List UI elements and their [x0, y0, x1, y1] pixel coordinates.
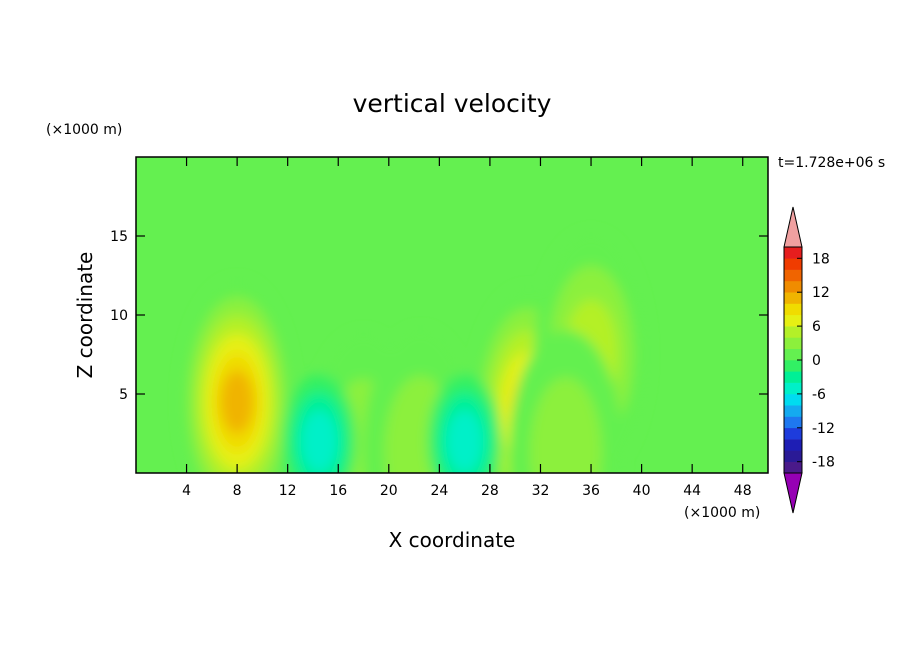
x-axis-label: X coordinate	[389, 528, 516, 552]
contour-field	[136, 157, 768, 473]
colorbar-swatch	[784, 393, 802, 406]
contour-updraft-5-level-1	[529, 377, 602, 473]
x-tick-label: 16	[329, 483, 347, 499]
colorbar-tick-label: 6	[812, 319, 821, 335]
colorbar-swatch	[784, 258, 802, 270]
colorbar-swatch	[784, 371, 802, 383]
x-axis-unit: (×1000 m)	[684, 505, 760, 521]
y-tick-label: 15	[110, 229, 128, 245]
contour-downdraft-6-level-2	[446, 410, 483, 473]
velocity-contours	[180, 232, 649, 473]
colorbar-swatch	[784, 326, 802, 338]
colorbar-swatch	[784, 247, 802, 259]
time-label: t=1.728e+06 s	[778, 155, 885, 171]
y-axis-label: Z coordinate	[73, 252, 97, 379]
colorbar-swatch	[784, 303, 802, 316]
colorbar-swatch	[784, 382, 802, 395]
x-axis-ticks: 4 8 12 16 20 24 28 32 36 40 44 48	[182, 157, 752, 499]
colorbar-swatch	[784, 292, 802, 304]
contour-downdraft-7-level-2	[301, 410, 338, 473]
x-tick-label: 40	[633, 483, 651, 499]
colorbar-tick-label: -18	[812, 455, 835, 471]
colorbar-over-arrow	[783, 206, 803, 248]
contour-updraft-0-level-5	[220, 370, 254, 434]
colorbar-swatch	[784, 280, 802, 293]
colorbar-swatch	[784, 450, 802, 462]
x-tick-label: 4	[182, 483, 191, 499]
colorbar-swatch	[784, 405, 802, 417]
x-tick-label: 24	[430, 483, 448, 499]
colorbar-tick-label: 18	[812, 251, 830, 267]
x-tick-label: 20	[380, 483, 398, 499]
x-tick-label: 12	[279, 483, 297, 499]
y-tick-label: 10	[110, 308, 128, 324]
colorbar-tick-label: 0	[812, 353, 821, 369]
y-tick-label: 5	[119, 387, 128, 403]
x-tick-label: 44	[683, 483, 701, 499]
y-axis-unit: (×1000 m)	[46, 122, 122, 138]
y-axis-ticks: 5 10 15	[110, 229, 768, 403]
x-tick-label: 28	[481, 483, 499, 499]
x-tick-label: 36	[582, 483, 600, 499]
colorbar-swatch	[784, 348, 802, 361]
colorbar-swatch	[784, 439, 802, 451]
colorbar-swatch	[784, 269, 802, 282]
colorbar-swatch	[784, 416, 802, 429]
colorbar: 18 12 6 0 -6 -12 -18	[783, 206, 835, 514]
colorbar-swatch	[784, 461, 802, 474]
colorbar-swatch	[784, 337, 802, 349]
x-tick-label: 8	[233, 483, 242, 499]
x-tick-label: 48	[734, 483, 752, 499]
colorbar-tick-label: 12	[812, 285, 830, 301]
colorbar-swatch	[784, 427, 802, 440]
chart-title: vertical velocity	[353, 89, 552, 118]
colorbar-swatch	[784, 360, 802, 372]
colorbar-under-arrow	[783, 472, 803, 514]
colorbar-tick-label: -12	[812, 421, 835, 437]
x-tick-label: 32	[532, 483, 550, 499]
colorbar-tick-label: -6	[812, 387, 826, 403]
colorbar-swatch	[784, 314, 802, 327]
